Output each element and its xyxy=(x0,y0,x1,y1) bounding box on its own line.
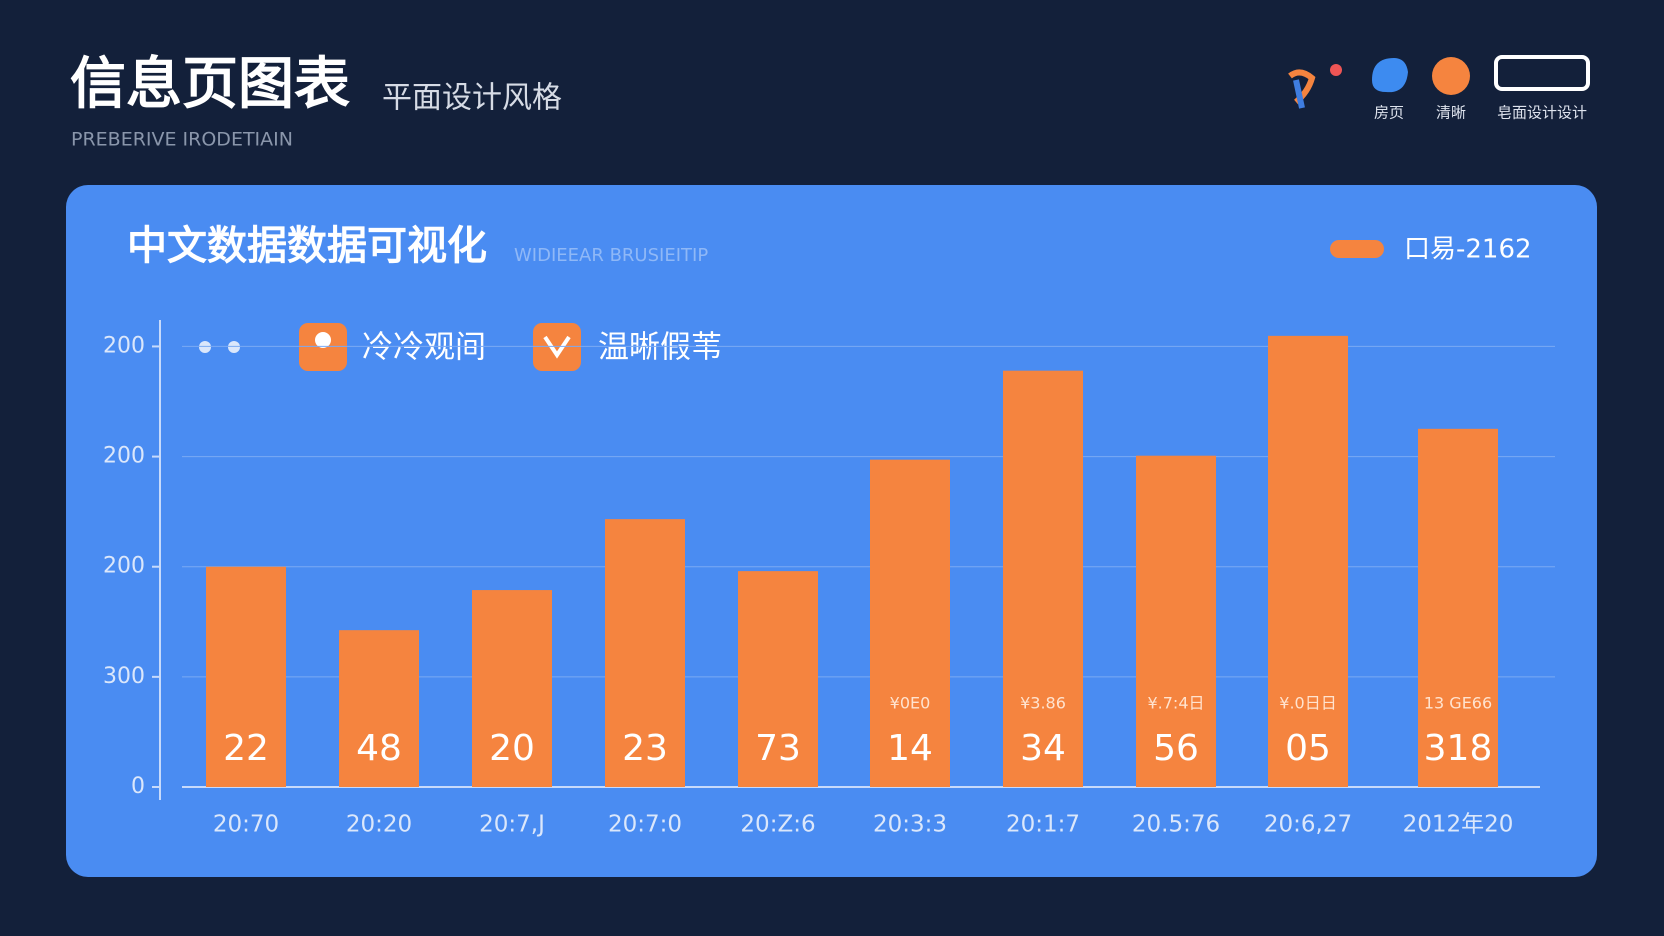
bar-note: ¥.7:4日 xyxy=(1147,694,1204,713)
chart-subtitle: WIDIEEAR BRUSIEITIP xyxy=(514,245,708,266)
bar-text: 318 xyxy=(1424,728,1493,769)
x-tick-label: 20:7:0 xyxy=(608,812,682,838)
bar-note: ¥0E0 xyxy=(890,694,931,713)
bar xyxy=(1003,370,1083,787)
bar xyxy=(472,590,552,787)
legend-item: 冷冷观间 xyxy=(362,330,486,366)
nav-label[interactable]: 皂面设计设计 xyxy=(1497,104,1587,122)
bar-text: 73 xyxy=(755,728,801,769)
x-tick-label: 2012年20 xyxy=(1403,812,1514,838)
bar-text: 48 xyxy=(356,728,402,769)
y-tick-label: 300 xyxy=(103,664,145,689)
page-caption: PREBERIVE IRODETIAIN xyxy=(71,129,293,151)
dot xyxy=(228,341,240,353)
y-tick-label: 0 xyxy=(131,774,145,799)
bar-text: 34 xyxy=(1020,728,1066,769)
bar-text: 05 xyxy=(1285,728,1331,769)
x-tick-label: 20:3:3 xyxy=(873,812,947,838)
page-title: 信息页图表 xyxy=(70,52,350,117)
legend-icon xyxy=(533,323,581,371)
chart-title: 中文数据数据可视化 xyxy=(127,223,487,269)
page-subtitle: 平面设计风格 xyxy=(382,81,562,116)
x-tick-label: 20:Z:6 xyxy=(740,812,815,838)
bar-text: 14 xyxy=(887,728,933,769)
legend-item: 温晰假苇 xyxy=(598,330,722,366)
x-tick-label: 20:1:7 xyxy=(1006,812,1080,838)
y-tick-label: 200 xyxy=(103,444,145,469)
legend-icon-glyph xyxy=(315,332,331,348)
nav-label[interactable]: 清晰 xyxy=(1436,104,1466,122)
logo xyxy=(1288,64,1342,109)
x-tick-label: 20:20 xyxy=(346,812,412,838)
y-tick-label: 200 xyxy=(103,554,145,579)
x-tick-label: 20:7,J xyxy=(479,812,545,838)
bar-text: 22 xyxy=(223,728,269,769)
x-tick-label: 20:70 xyxy=(213,812,279,838)
legend-label: 口易-2162 xyxy=(1404,235,1532,265)
bar-text: 23 xyxy=(622,728,668,769)
bar xyxy=(339,630,419,787)
bar-note: ¥3.86 xyxy=(1020,694,1066,713)
y-tick-label: 200 xyxy=(103,333,145,358)
bar xyxy=(870,459,950,787)
bar-text: 20 xyxy=(489,728,535,769)
bar xyxy=(738,571,818,787)
x-tick-label: 20:6,27 xyxy=(1264,812,1352,838)
bar-note: 13 GE66 xyxy=(1424,694,1492,713)
bar-note: ¥.0日日 xyxy=(1279,694,1336,713)
bar xyxy=(1418,428,1498,787)
nav-icon[interactable] xyxy=(1432,57,1470,95)
nav-icon[interactable] xyxy=(1372,58,1408,93)
x-tick-label: 20.5:76 xyxy=(1132,812,1220,838)
bar xyxy=(1268,335,1348,787)
legend-icon-glyph xyxy=(543,335,571,359)
bar xyxy=(1136,455,1216,787)
nav-label[interactable]: 房页 xyxy=(1374,104,1404,122)
bar-text: 56 xyxy=(1153,728,1199,769)
bar xyxy=(206,566,286,787)
dot xyxy=(199,341,211,353)
bar xyxy=(605,519,685,787)
legend-swatch xyxy=(1330,240,1384,258)
chart-panel xyxy=(66,185,1597,877)
nav-icon[interactable] xyxy=(1494,55,1590,91)
